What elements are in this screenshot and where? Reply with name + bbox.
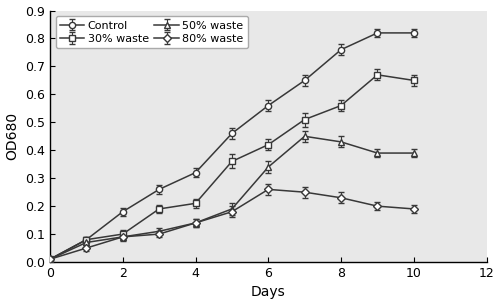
Y-axis label: OD680: OD680	[6, 112, 20, 160]
Legend: Control, 30% waste, 50% waste, 80% waste: Control, 30% waste, 50% waste, 80% waste	[56, 16, 248, 48]
X-axis label: Days: Days	[251, 285, 286, 300]
